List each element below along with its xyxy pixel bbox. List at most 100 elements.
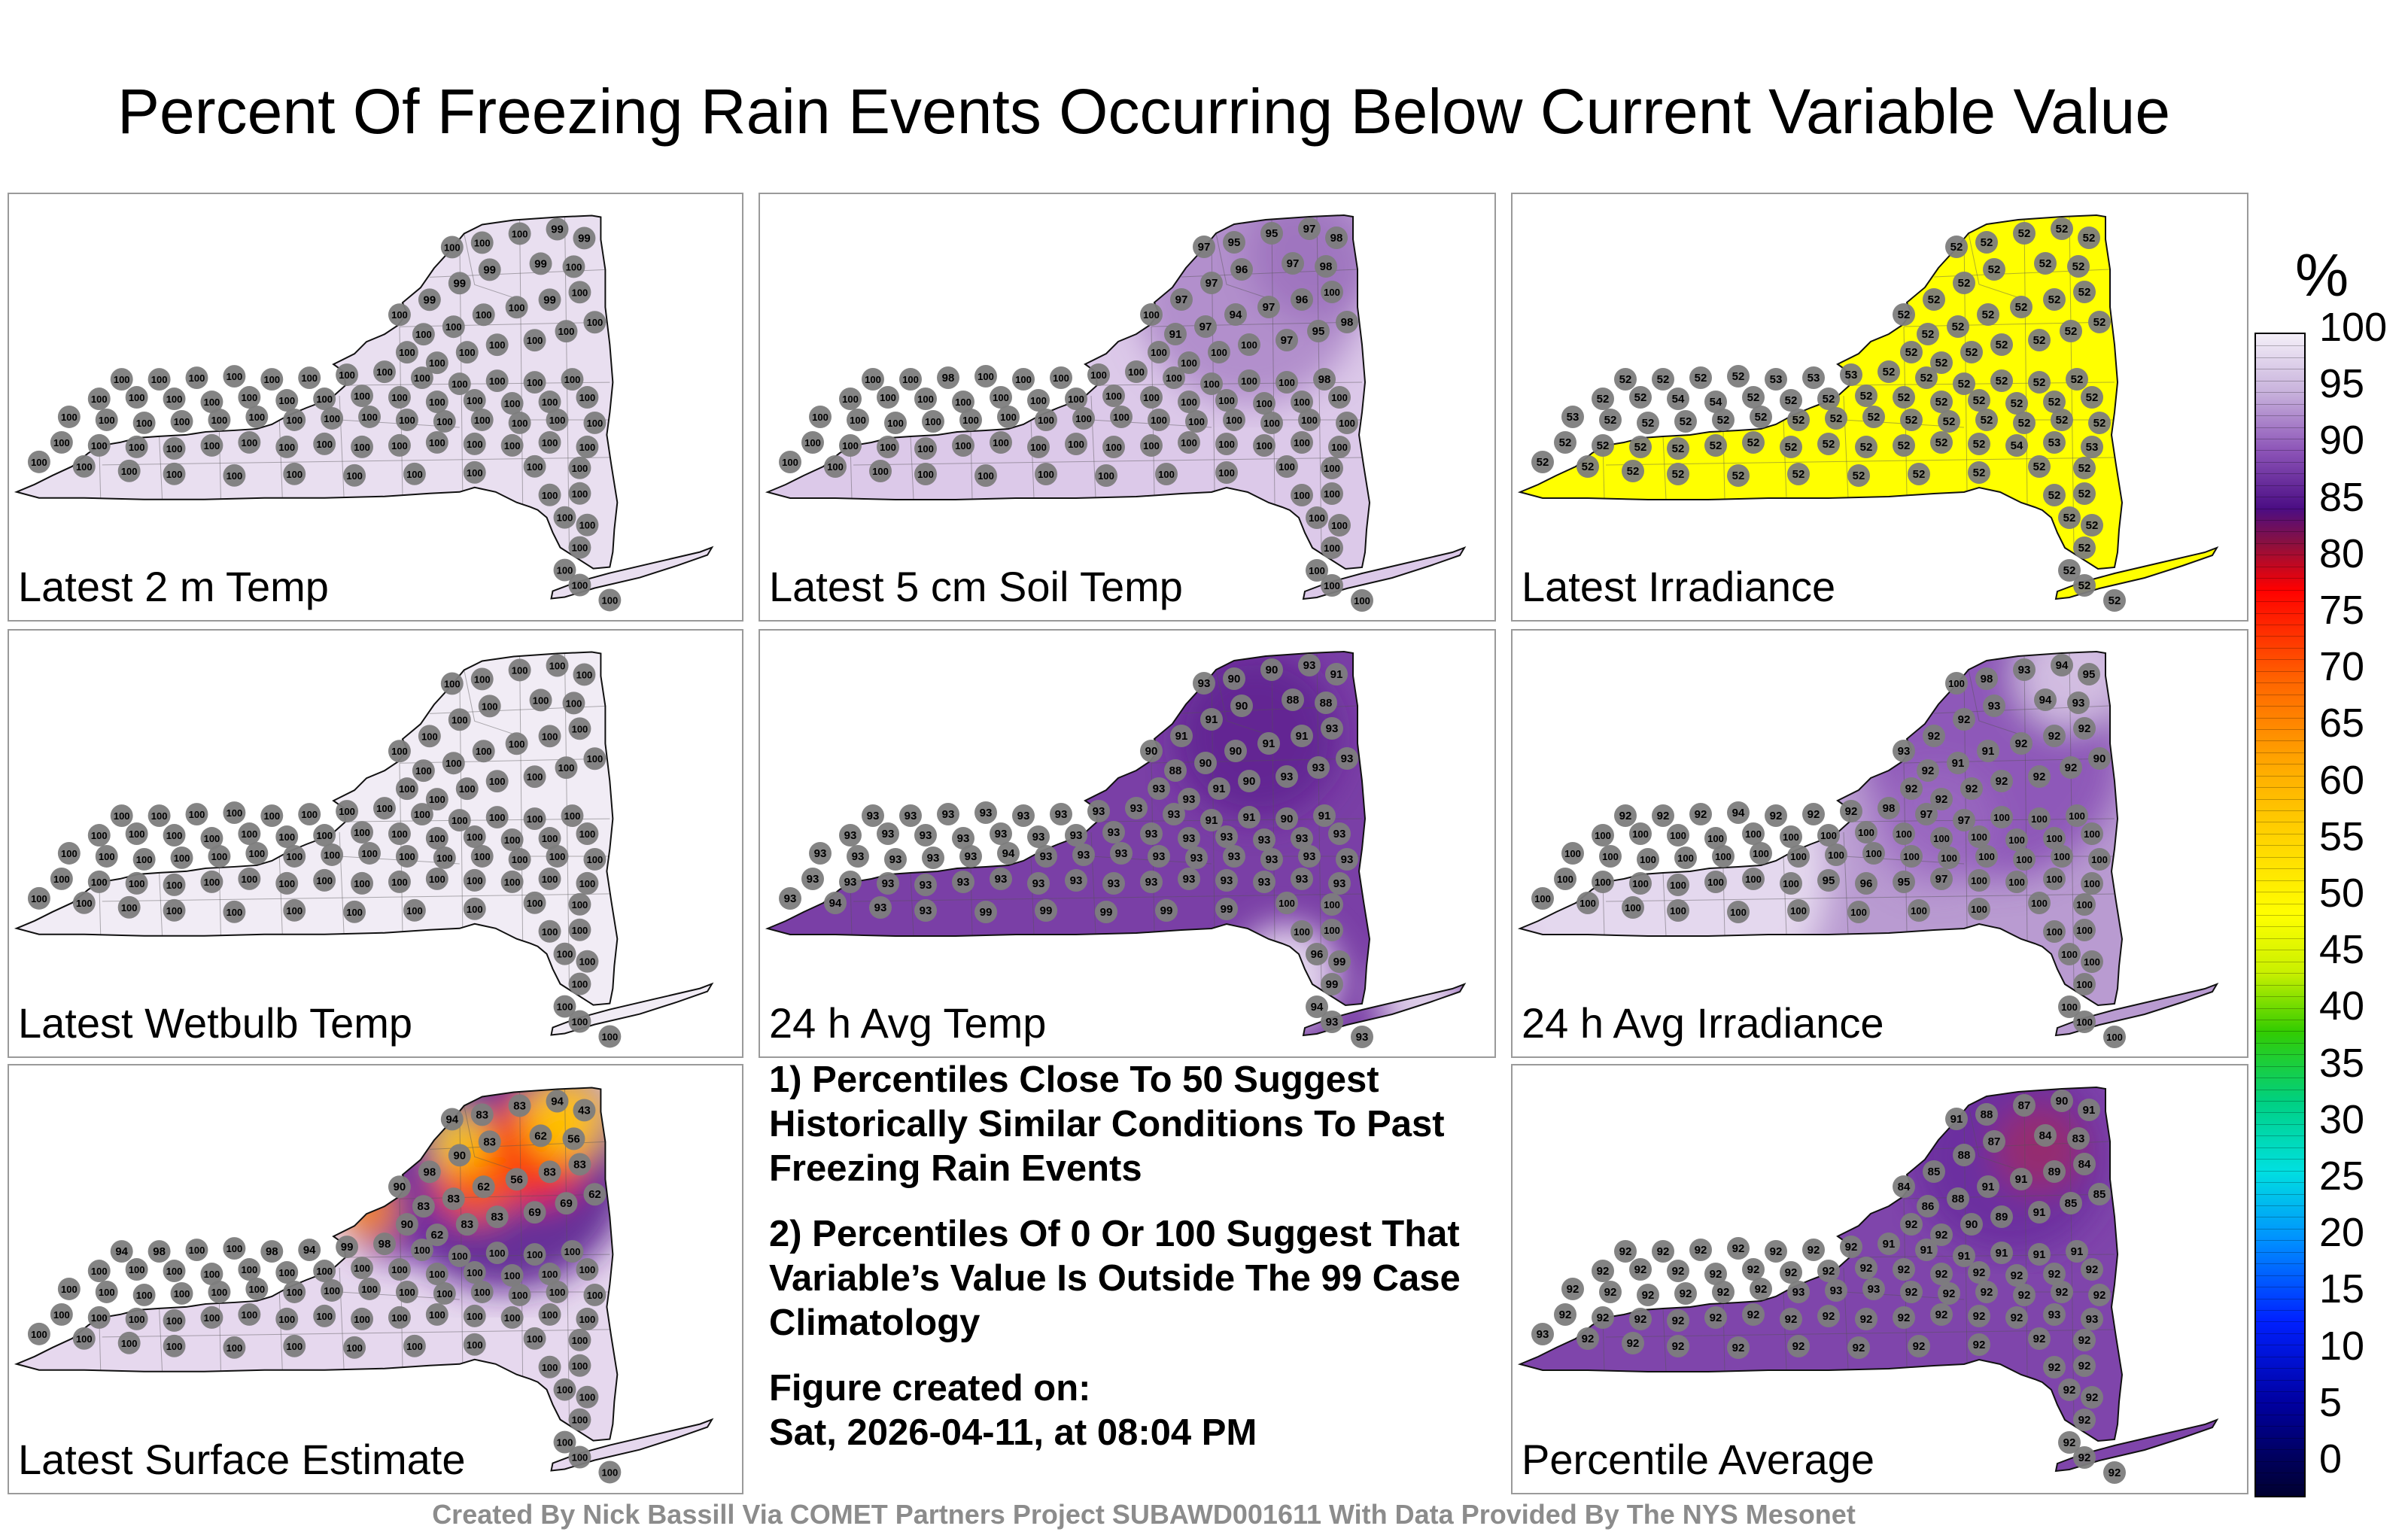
station-marker bbox=[463, 460, 486, 484]
station-value: 100 bbox=[263, 374, 280, 385]
station-value: 100 bbox=[31, 457, 47, 468]
station-marker bbox=[1148, 341, 1170, 363]
station-marker bbox=[1223, 845, 1245, 868]
station-marker bbox=[1050, 803, 1072, 825]
station-value: 100 bbox=[444, 242, 461, 253]
station-value: 100 bbox=[99, 415, 115, 426]
colorbar-tick: 55 bbox=[2319, 813, 2365, 859]
station-marker bbox=[1599, 1281, 1622, 1303]
station-marker bbox=[412, 759, 435, 783]
station-marker bbox=[2051, 1281, 2073, 1303]
colorbar-level-line bbox=[2256, 810, 2304, 812]
station-marker bbox=[200, 870, 223, 893]
station-value: 91 bbox=[1952, 757, 1965, 770]
station-marker bbox=[1652, 804, 1674, 827]
station-marker bbox=[505, 296, 528, 319]
station-value: 93 bbox=[1333, 828, 1346, 840]
county-line bbox=[2023, 219, 2028, 505]
station-marker bbox=[125, 1258, 148, 1281]
station-marker bbox=[1095, 901, 1117, 923]
station-value: 92 bbox=[2063, 1436, 2076, 1449]
station-value: 93 bbox=[942, 808, 955, 821]
station-marker bbox=[440, 672, 464, 695]
station-value: 93 bbox=[1326, 1016, 1339, 1029]
station-value: 100 bbox=[572, 543, 588, 554]
station-value: 99 bbox=[543, 293, 556, 306]
station-value: 100 bbox=[1278, 377, 1295, 388]
station-marker bbox=[1200, 272, 1223, 294]
station-value: 92 bbox=[1680, 1287, 1692, 1300]
state-outline bbox=[1517, 1086, 2124, 1442]
station-marker bbox=[1321, 717, 1343, 740]
station-marker bbox=[1908, 1335, 1930, 1357]
station-marker bbox=[1306, 943, 1328, 965]
station-value: 91 bbox=[2033, 1206, 2046, 1219]
county-line bbox=[853, 457, 1363, 466]
station-value: 98 bbox=[153, 1245, 166, 1258]
station-marker bbox=[2081, 1386, 2103, 1409]
station-marker bbox=[1817, 388, 1840, 410]
state-outline bbox=[550, 546, 714, 600]
station-marker bbox=[553, 942, 576, 965]
station-marker bbox=[1990, 369, 2013, 392]
station-value: 100 bbox=[316, 439, 333, 450]
colorbar-level-line bbox=[2256, 1449, 2304, 1451]
station-value: 93 bbox=[1296, 832, 1309, 845]
station-marker bbox=[2013, 848, 2036, 871]
station-value: 93 bbox=[1078, 849, 1090, 862]
station-marker bbox=[2058, 1378, 2081, 1401]
station-marker bbox=[448, 1245, 471, 1268]
station-value: 52 bbox=[1922, 328, 1935, 341]
station-value: 98 bbox=[379, 1238, 391, 1251]
station-marker bbox=[1200, 372, 1223, 395]
station-marker bbox=[463, 389, 486, 412]
station-value: 100 bbox=[1971, 904, 1987, 915]
station-value: 92 bbox=[2048, 730, 2061, 743]
station-value: 52 bbox=[1958, 378, 1971, 391]
station-value: 52 bbox=[1981, 414, 1993, 427]
station-marker bbox=[598, 1025, 622, 1048]
station-marker bbox=[1787, 409, 1810, 431]
station-value: 93 bbox=[927, 852, 940, 865]
station-value: 92 bbox=[1672, 1265, 1685, 1278]
station-marker bbox=[72, 454, 96, 478]
station-marker bbox=[869, 896, 892, 919]
station-marker bbox=[470, 231, 494, 254]
station-value: 91 bbox=[1950, 1113, 1963, 1126]
station-value: 100 bbox=[227, 907, 243, 918]
station-value: 83 bbox=[476, 1108, 488, 1121]
station-value: 100 bbox=[1595, 830, 1611, 841]
station-value: 93 bbox=[852, 850, 865, 863]
station-marker bbox=[395, 1213, 418, 1236]
station-value: 100 bbox=[91, 1266, 108, 1277]
station-marker bbox=[568, 918, 591, 941]
station-marker bbox=[1893, 303, 1915, 326]
station-value: 52 bbox=[1905, 346, 1918, 359]
station-value: 99 bbox=[483, 263, 496, 276]
station-value: 100 bbox=[445, 758, 462, 769]
station-marker bbox=[990, 868, 1012, 890]
station-marker bbox=[1893, 822, 1915, 845]
station-marker bbox=[208, 845, 231, 868]
station-marker bbox=[2028, 455, 2051, 478]
station-value: 100 bbox=[827, 461, 844, 473]
state-fill bbox=[2056, 984, 2217, 1035]
station-value: 93 bbox=[920, 904, 932, 917]
station-marker bbox=[373, 360, 396, 384]
station-marker bbox=[1321, 574, 1343, 597]
station-marker bbox=[1306, 995, 1328, 1018]
colorbar-level-line bbox=[2256, 1031, 2304, 1032]
colorbar-level-line bbox=[2256, 392, 2304, 394]
station-marker bbox=[463, 1333, 486, 1356]
station-marker bbox=[2081, 436, 2103, 458]
state-fill bbox=[551, 547, 713, 599]
station-marker bbox=[1975, 409, 1998, 431]
station-marker bbox=[313, 868, 336, 892]
station-marker bbox=[1185, 847, 1208, 869]
station-value: 91 bbox=[1169, 328, 1182, 341]
station-value: 52 bbox=[2078, 286, 2091, 299]
station-value: 100 bbox=[129, 878, 145, 889]
station-marker bbox=[2028, 371, 2051, 394]
station-value: 100 bbox=[2054, 851, 2070, 862]
station-value: 93 bbox=[1032, 831, 1045, 843]
